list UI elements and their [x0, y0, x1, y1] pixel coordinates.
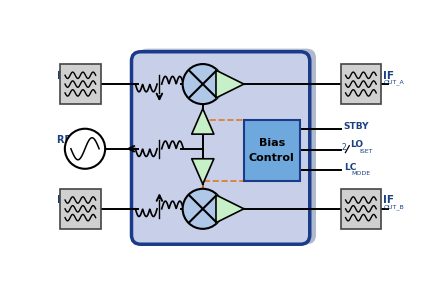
Text: OUT_B: OUT_B	[383, 204, 404, 210]
Bar	[244, 119, 300, 181]
Polygon shape	[192, 159, 214, 184]
Text: LO: LO	[350, 140, 363, 149]
Text: RF: RF	[57, 195, 72, 205]
Text: RF VCO: RF VCO	[57, 135, 98, 145]
Text: STBY: STBY	[344, 122, 369, 131]
Bar	[341, 189, 381, 229]
Text: Bias: Bias	[259, 137, 285, 148]
Text: MODE: MODE	[352, 171, 371, 176]
Text: 2: 2	[342, 144, 346, 153]
FancyBboxPatch shape	[138, 49, 316, 244]
Circle shape	[183, 189, 223, 229]
Bar	[60, 189, 101, 229]
Circle shape	[65, 129, 105, 169]
FancyBboxPatch shape	[131, 52, 310, 244]
Bar	[60, 64, 101, 104]
Circle shape	[183, 64, 223, 104]
Polygon shape	[192, 109, 214, 134]
Text: IN_B: IN_B	[63, 204, 78, 211]
Text: ISET: ISET	[359, 148, 373, 154]
Bar	[341, 64, 381, 104]
Polygon shape	[216, 195, 244, 223]
Polygon shape	[216, 70, 244, 98]
Text: RF: RF	[57, 70, 72, 81]
Text: Control: Control	[249, 153, 295, 163]
Text: OUT_A: OUT_A	[383, 80, 404, 85]
Text: IF: IF	[383, 195, 394, 205]
Text: IN_A: IN_A	[63, 79, 78, 86]
Text: LC: LC	[344, 163, 356, 172]
Text: IF: IF	[383, 70, 394, 81]
